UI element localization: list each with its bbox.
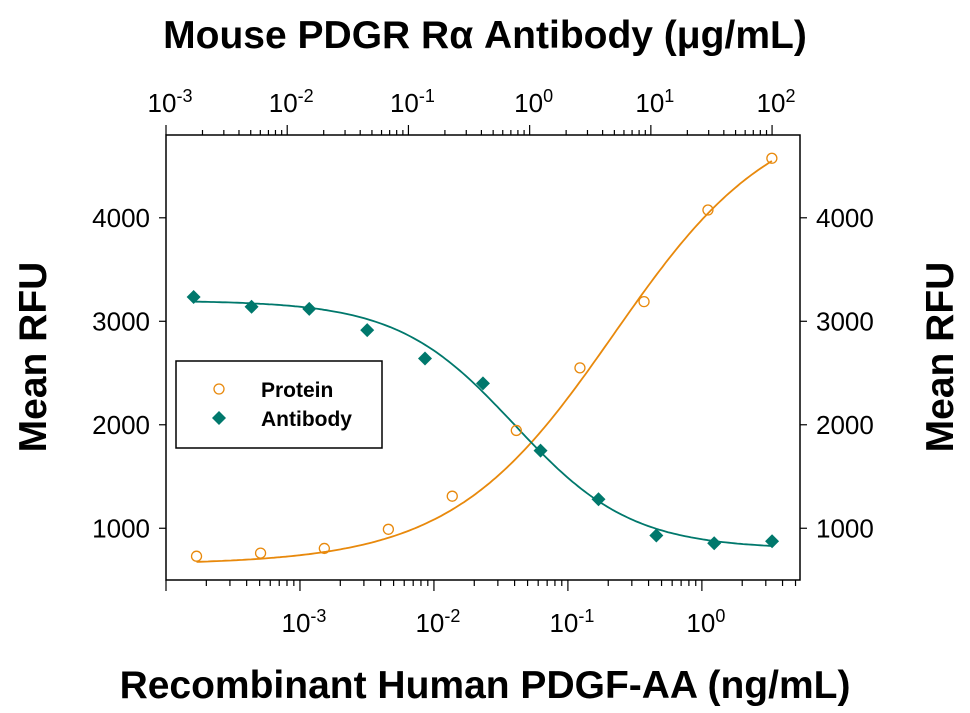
x-tick-label: 10-3	[282, 606, 327, 638]
protein-data-point	[766, 152, 778, 164]
y-right-tick-label: 3000	[816, 306, 874, 336]
x-top-tick-label: 101	[635, 86, 674, 118]
legend-box	[175, 360, 383, 449]
protein-data-point	[190, 550, 203, 562]
legend-marker-antibody	[212, 411, 226, 425]
y-tick-label: 1000	[92, 513, 150, 543]
x-tick-label: 10-1	[549, 606, 594, 638]
y-tick-label: 2000	[92, 410, 150, 440]
antibody-data-point	[533, 443, 548, 458]
y-tick-label: 3000	[92, 306, 150, 336]
protein-data-point	[254, 547, 267, 559]
x-axis-label: Recombinant Human PDGF-AA (ng/mL)	[120, 664, 851, 707]
x-top-tick-label: 10-3	[148, 86, 193, 118]
antibody-data-point	[360, 323, 375, 338]
y-right-tick-label: 4000	[816, 203, 874, 233]
protein-data-point	[382, 523, 395, 535]
antibody-fit-curve	[193, 300, 773, 547]
protein-data-point	[638, 295, 650, 308]
antibody-data-point	[707, 536, 722, 551]
x-top-tick-label: 10-2	[269, 86, 314, 118]
y-axis-label-right: Mean RFU	[919, 262, 962, 453]
x-tick-label: 100	[686, 606, 725, 638]
x-top-tick-label: 10-1	[390, 86, 435, 118]
protein-data-point	[510, 424, 522, 437]
antibody-data-point	[649, 528, 664, 543]
x-top-tick-label: 100	[514, 86, 553, 118]
y-tick-label: 4000	[92, 203, 150, 233]
legend-label-protein: Protein	[261, 379, 333, 402]
plot-frame	[165, 134, 801, 581]
antibody-data-point	[475, 376, 490, 391]
antibody-data-point	[302, 301, 317, 316]
antibody-data-point	[417, 351, 432, 366]
legend: Protein Antibody	[175, 360, 383, 449]
chart-title: Mouse PDGR Rα Antibody (μg/mL)	[163, 14, 807, 57]
legend-marker-protein	[213, 383, 225, 395]
legend-label-antibody: Antibody	[261, 408, 352, 431]
antibody-data-point	[244, 299, 259, 314]
protein-data-point	[702, 204, 714, 216]
x-tick-label: 10-2	[415, 606, 460, 638]
y-right-tick-label: 1000	[816, 513, 874, 543]
y-axis-label: Mean RFU	[12, 262, 55, 453]
antibody-data-point	[765, 534, 780, 549]
protein-fit-curve	[196, 160, 773, 563]
protein-data-point	[318, 542, 330, 555]
antibody-data-point	[186, 289, 201, 304]
antibody-data-point	[591, 492, 606, 507]
protein-data-point	[446, 490, 458, 502]
protein-data-point	[574, 362, 586, 374]
y-right-tick-label: 2000	[816, 410, 874, 440]
x-top-tick-label: 102	[757, 86, 796, 118]
